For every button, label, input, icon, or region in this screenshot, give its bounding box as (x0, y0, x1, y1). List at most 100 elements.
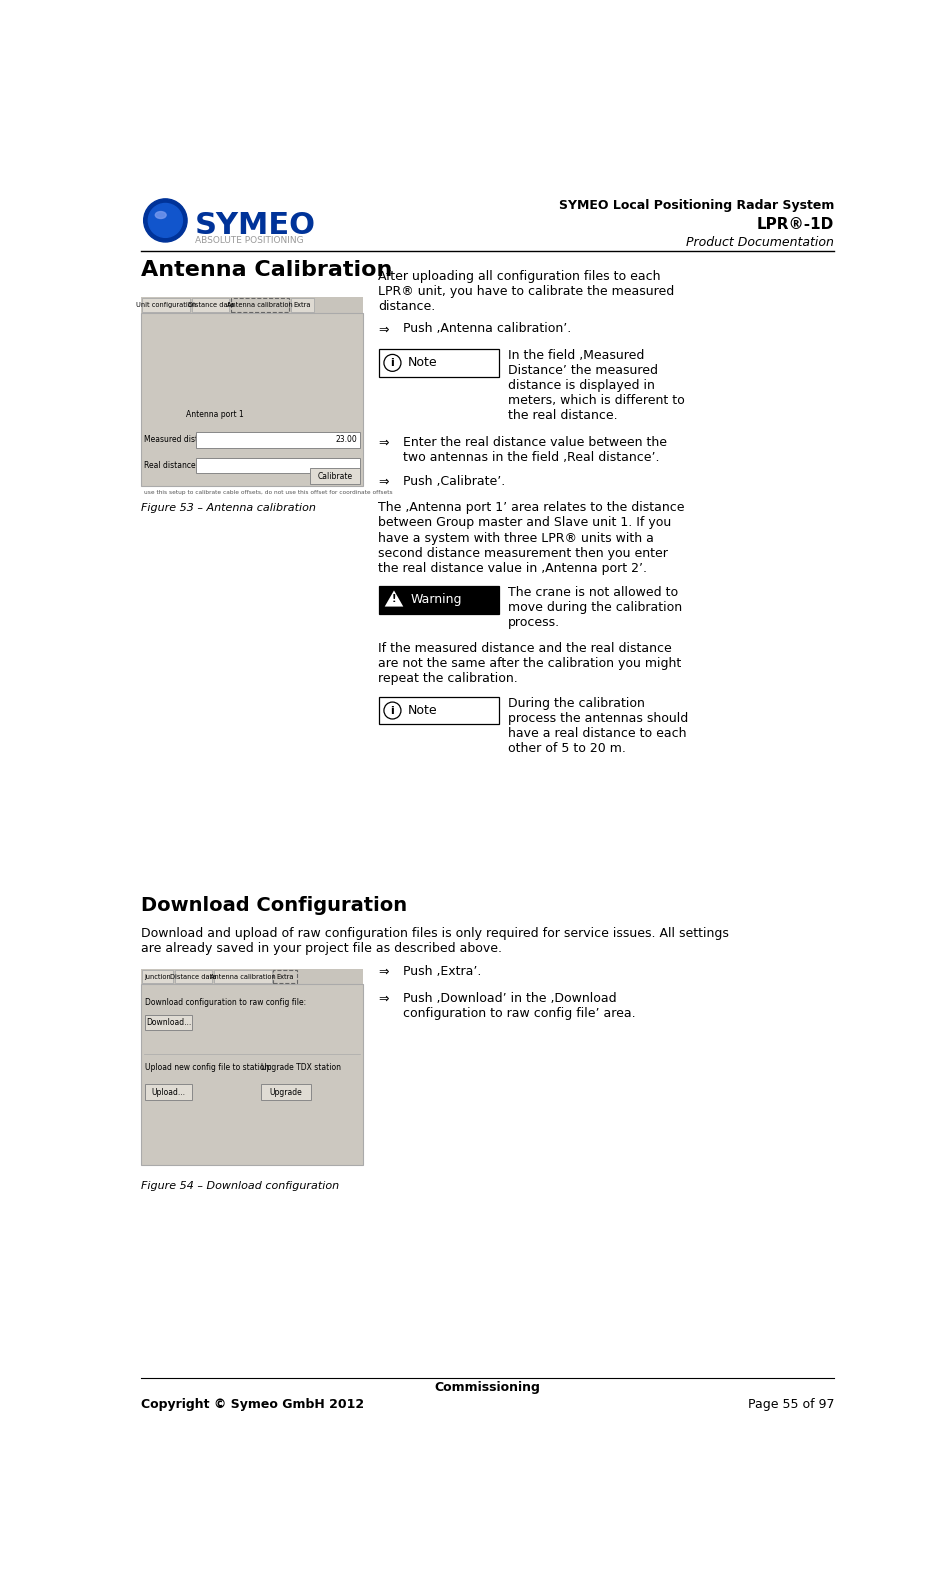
Text: the real distance.: the real distance. (508, 409, 617, 422)
FancyBboxPatch shape (141, 298, 363, 312)
Text: move during the calibration: move during the calibration (508, 601, 682, 613)
Text: ⇒: ⇒ (378, 323, 389, 336)
Text: ⇒: ⇒ (378, 476, 389, 489)
Text: LPR®-1D: LPR®-1D (757, 217, 834, 231)
Text: Download configuration to raw config file:: Download configuration to raw config fil… (146, 999, 306, 1007)
Text: SYMEO Local Positioning Radar System: SYMEO Local Positioning Radar System (559, 199, 834, 212)
Text: Distance data: Distance data (187, 303, 234, 307)
Text: junction: junction (145, 973, 171, 980)
Text: second distance measurement then you enter: second distance measurement then you ent… (378, 546, 669, 559)
FancyBboxPatch shape (142, 298, 190, 312)
Text: 23.00: 23.00 (335, 435, 357, 444)
Text: distance.: distance. (378, 299, 436, 312)
Text: Product Documentation: Product Documentation (687, 236, 834, 249)
Text: Download and upload of raw configuration files is only required for service issu: Download and upload of raw configuration… (141, 927, 728, 940)
Text: After uploading all configuration files to each: After uploading all configuration files … (378, 269, 661, 282)
Text: Copyright © Symeo GmbH 2012: Copyright © Symeo GmbH 2012 (141, 1397, 363, 1411)
Text: In the field ‚Measured: In the field ‚Measured (508, 349, 644, 362)
FancyBboxPatch shape (141, 969, 363, 984)
Text: Real distance: Real distance (144, 460, 195, 470)
Text: LPR® unit, you have to calibrate the measured: LPR® unit, you have to calibrate the mea… (378, 285, 675, 298)
Text: Antenna calibration: Antenna calibration (227, 303, 293, 307)
Text: The crane is not allowed to: The crane is not allowed to (508, 586, 678, 599)
Text: have a real distance to each: have a real distance to each (508, 726, 687, 739)
Circle shape (144, 199, 187, 242)
Text: have a system with three LPR® units with a: have a system with three LPR® units with… (378, 532, 654, 545)
Text: Enter the real distance value between the: Enter the real distance value between th… (403, 435, 668, 449)
Text: Figure 54 – Download configuration: Figure 54 – Download configuration (141, 1180, 339, 1190)
Text: Figure 53 – Antenna calibration: Figure 53 – Antenna calibration (141, 503, 316, 513)
FancyBboxPatch shape (142, 970, 173, 983)
FancyBboxPatch shape (146, 1085, 192, 1099)
FancyBboxPatch shape (146, 1015, 192, 1031)
FancyBboxPatch shape (378, 586, 498, 613)
Polygon shape (385, 591, 403, 607)
FancyBboxPatch shape (141, 312, 363, 486)
Text: Antenna calibration: Antenna calibration (210, 973, 276, 980)
Text: are already saved in your project file as described above.: are already saved in your project file a… (141, 941, 501, 954)
Text: Upload...: Upload... (151, 1088, 185, 1096)
Text: If the measured distance and the real distance: If the measured distance and the real di… (378, 642, 672, 655)
Text: Push ‚Download’ in the ‚Download: Push ‚Download’ in the ‚Download (403, 991, 617, 1005)
Text: between Group master and Slave unit 1. If you: between Group master and Slave unit 1. I… (378, 516, 671, 529)
Text: ⇒: ⇒ (378, 992, 389, 1005)
Ellipse shape (155, 212, 166, 218)
Text: !: ! (392, 594, 397, 604)
FancyBboxPatch shape (141, 984, 363, 1164)
Text: two antennas in the field ‚Real distance’.: two antennas in the field ‚Real distance… (403, 451, 660, 464)
FancyBboxPatch shape (291, 298, 314, 312)
FancyBboxPatch shape (378, 696, 498, 725)
Circle shape (384, 703, 401, 718)
Text: distance is displayed in: distance is displayed in (508, 379, 655, 392)
Text: Warning: Warning (411, 593, 462, 607)
Text: Push ‚Calibrate’.: Push ‚Calibrate’. (403, 475, 506, 487)
Text: process the antennas should: process the antennas should (508, 712, 689, 725)
Text: configuration to raw config file’ area.: configuration to raw config file’ area. (403, 1007, 636, 1020)
Text: repeat the calibration.: repeat the calibration. (378, 672, 518, 685)
Text: Upgrade: Upgrade (269, 1088, 302, 1096)
Text: Antenna port 1: Antenna port 1 (185, 409, 243, 419)
Text: ⇒: ⇒ (378, 965, 389, 980)
Text: ⇒: ⇒ (378, 436, 389, 449)
FancyBboxPatch shape (309, 468, 359, 484)
FancyBboxPatch shape (261, 1085, 311, 1099)
FancyBboxPatch shape (214, 970, 272, 983)
FancyBboxPatch shape (231, 298, 288, 312)
FancyBboxPatch shape (274, 970, 297, 983)
Circle shape (148, 204, 183, 237)
Text: Upgrade TDX station: Upgrade TDX station (261, 1063, 340, 1072)
Text: SYMEO: SYMEO (195, 212, 316, 241)
FancyBboxPatch shape (196, 432, 359, 448)
Text: The ‚Antenna port 1’ area relates to the distance: The ‚Antenna port 1’ area relates to the… (378, 502, 685, 515)
Text: Note: Note (408, 357, 437, 370)
Text: i: i (391, 358, 395, 368)
Text: i: i (391, 706, 395, 715)
Text: Download...: Download... (146, 1018, 191, 1027)
Text: Extra: Extra (294, 303, 311, 307)
Text: Calibrate: Calibrate (317, 472, 352, 481)
Text: During the calibration: During the calibration (508, 696, 645, 709)
Text: other of 5 to 20 m.: other of 5 to 20 m. (508, 742, 626, 755)
Text: Antenna Calibration: Antenna Calibration (141, 261, 392, 280)
Text: use this setup to calibrate cable offsets, do not use this offset for coordinate: use this setup to calibrate cable offset… (144, 491, 393, 495)
FancyBboxPatch shape (192, 298, 229, 312)
Text: Distance’ the measured: Distance’ the measured (508, 365, 658, 378)
Text: the real distance value in ‚Antenna port 2’.: the real distance value in ‚Antenna port… (378, 561, 648, 575)
Text: Distance data: Distance data (170, 973, 217, 980)
Text: process.: process. (508, 616, 560, 629)
Text: meters, which is different to: meters, which is different to (508, 393, 685, 408)
Circle shape (384, 354, 401, 371)
Text: ABSOLUTE POSITIONING: ABSOLUTE POSITIONING (195, 236, 303, 245)
Text: are not the same after the calibration you might: are not the same after the calibration y… (378, 658, 682, 671)
FancyBboxPatch shape (175, 970, 212, 983)
FancyBboxPatch shape (378, 349, 498, 376)
Text: Push ‚Extra’.: Push ‚Extra’. (403, 965, 481, 978)
Text: Upload new config file to station:: Upload new config file to station: (146, 1063, 272, 1072)
Text: Push ‚Antenna calibration’.: Push ‚Antenna calibration’. (403, 322, 572, 336)
Text: Commissioning: Commissioning (435, 1381, 540, 1394)
Text: Download Configuration: Download Configuration (141, 895, 407, 914)
Text: Measured distance: Measured distance (144, 435, 216, 444)
Text: Note: Note (408, 704, 437, 717)
Text: Unit configuration: Unit configuration (136, 303, 196, 307)
FancyBboxPatch shape (196, 457, 359, 473)
